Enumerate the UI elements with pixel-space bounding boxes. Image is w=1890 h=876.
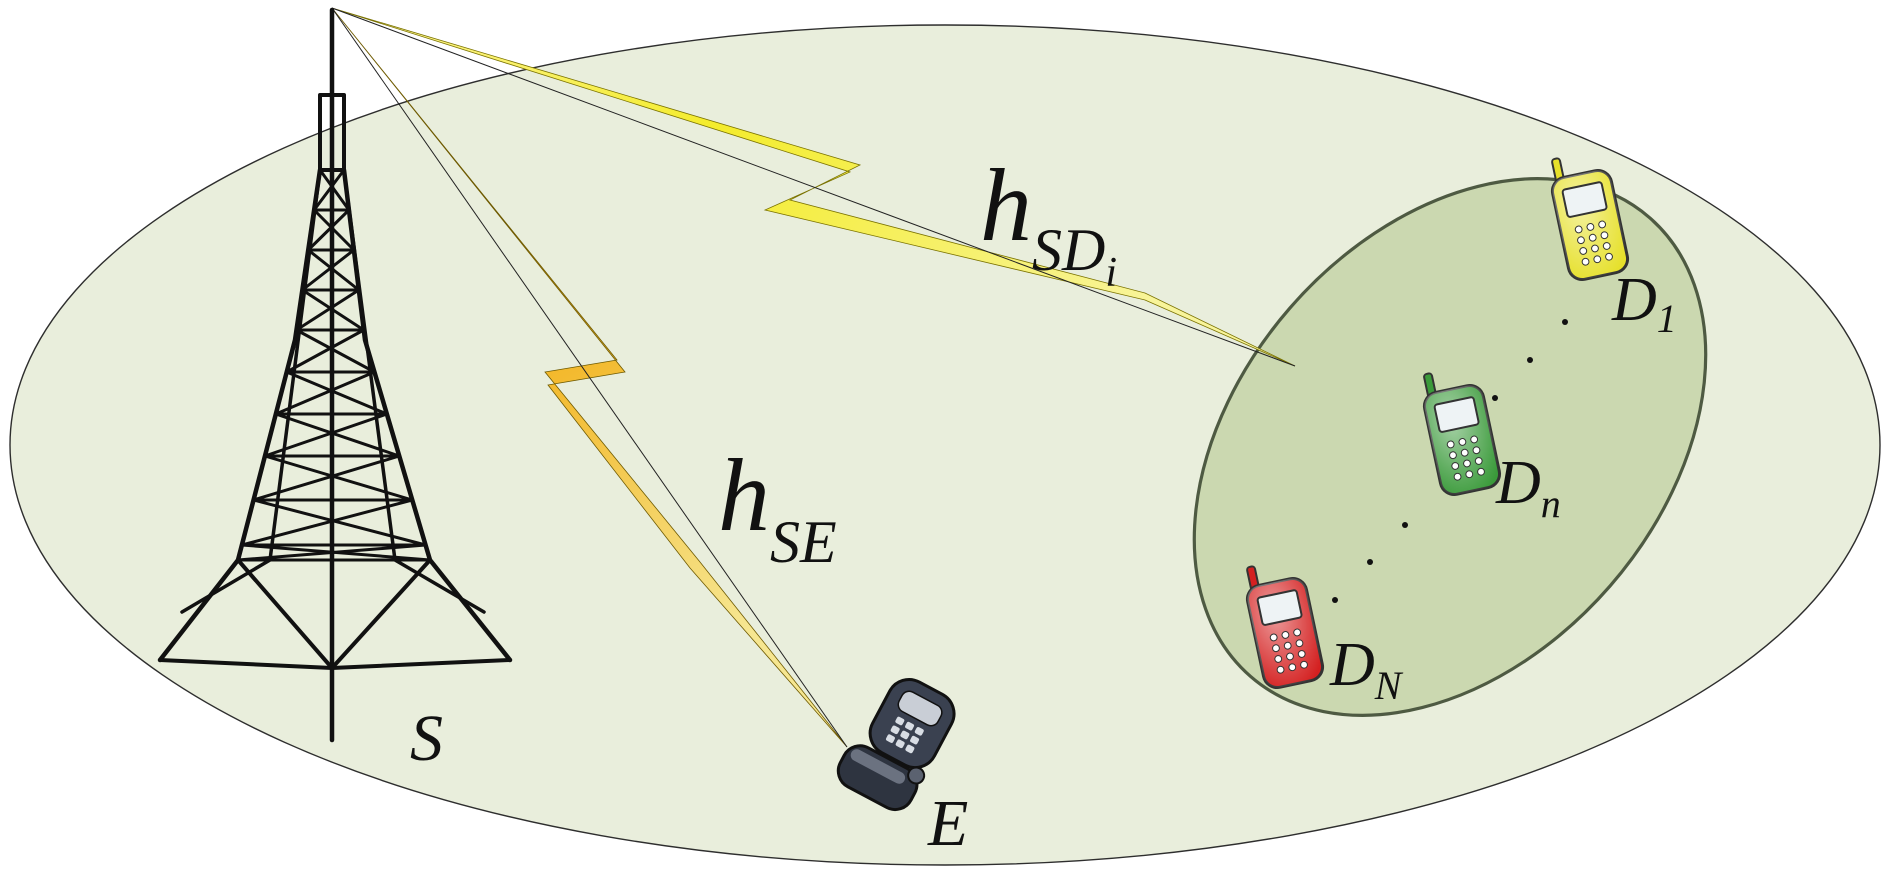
destination-N-label: DN <box>1329 631 1404 708</box>
mobile-phone-icon <box>1422 372 1502 496</box>
source-label: S <box>410 702 443 775</box>
eavesdropper-label: E <box>927 787 968 860</box>
ellipsis-dots-lower <box>1332 522 1408 603</box>
ellipsis-dots-upper <box>1492 319 1568 401</box>
destination-n-label: Dn <box>1495 449 1561 526</box>
phones-layer <box>836 157 1630 812</box>
destination-1-label: D1 <box>1611 266 1677 341</box>
link-source-eavesdropper <box>331 7 848 748</box>
link-se-label: hSE <box>718 438 837 575</box>
mobile-phone-icon <box>1550 157 1630 281</box>
lattice-tower-icon <box>157 7 513 743</box>
flip-phone-icon <box>836 678 956 812</box>
mobile-phone-icon <box>1245 565 1325 689</box>
link-sd-label: hSDi <box>980 148 1117 296</box>
link-source-destination <box>331 7 1296 367</box>
